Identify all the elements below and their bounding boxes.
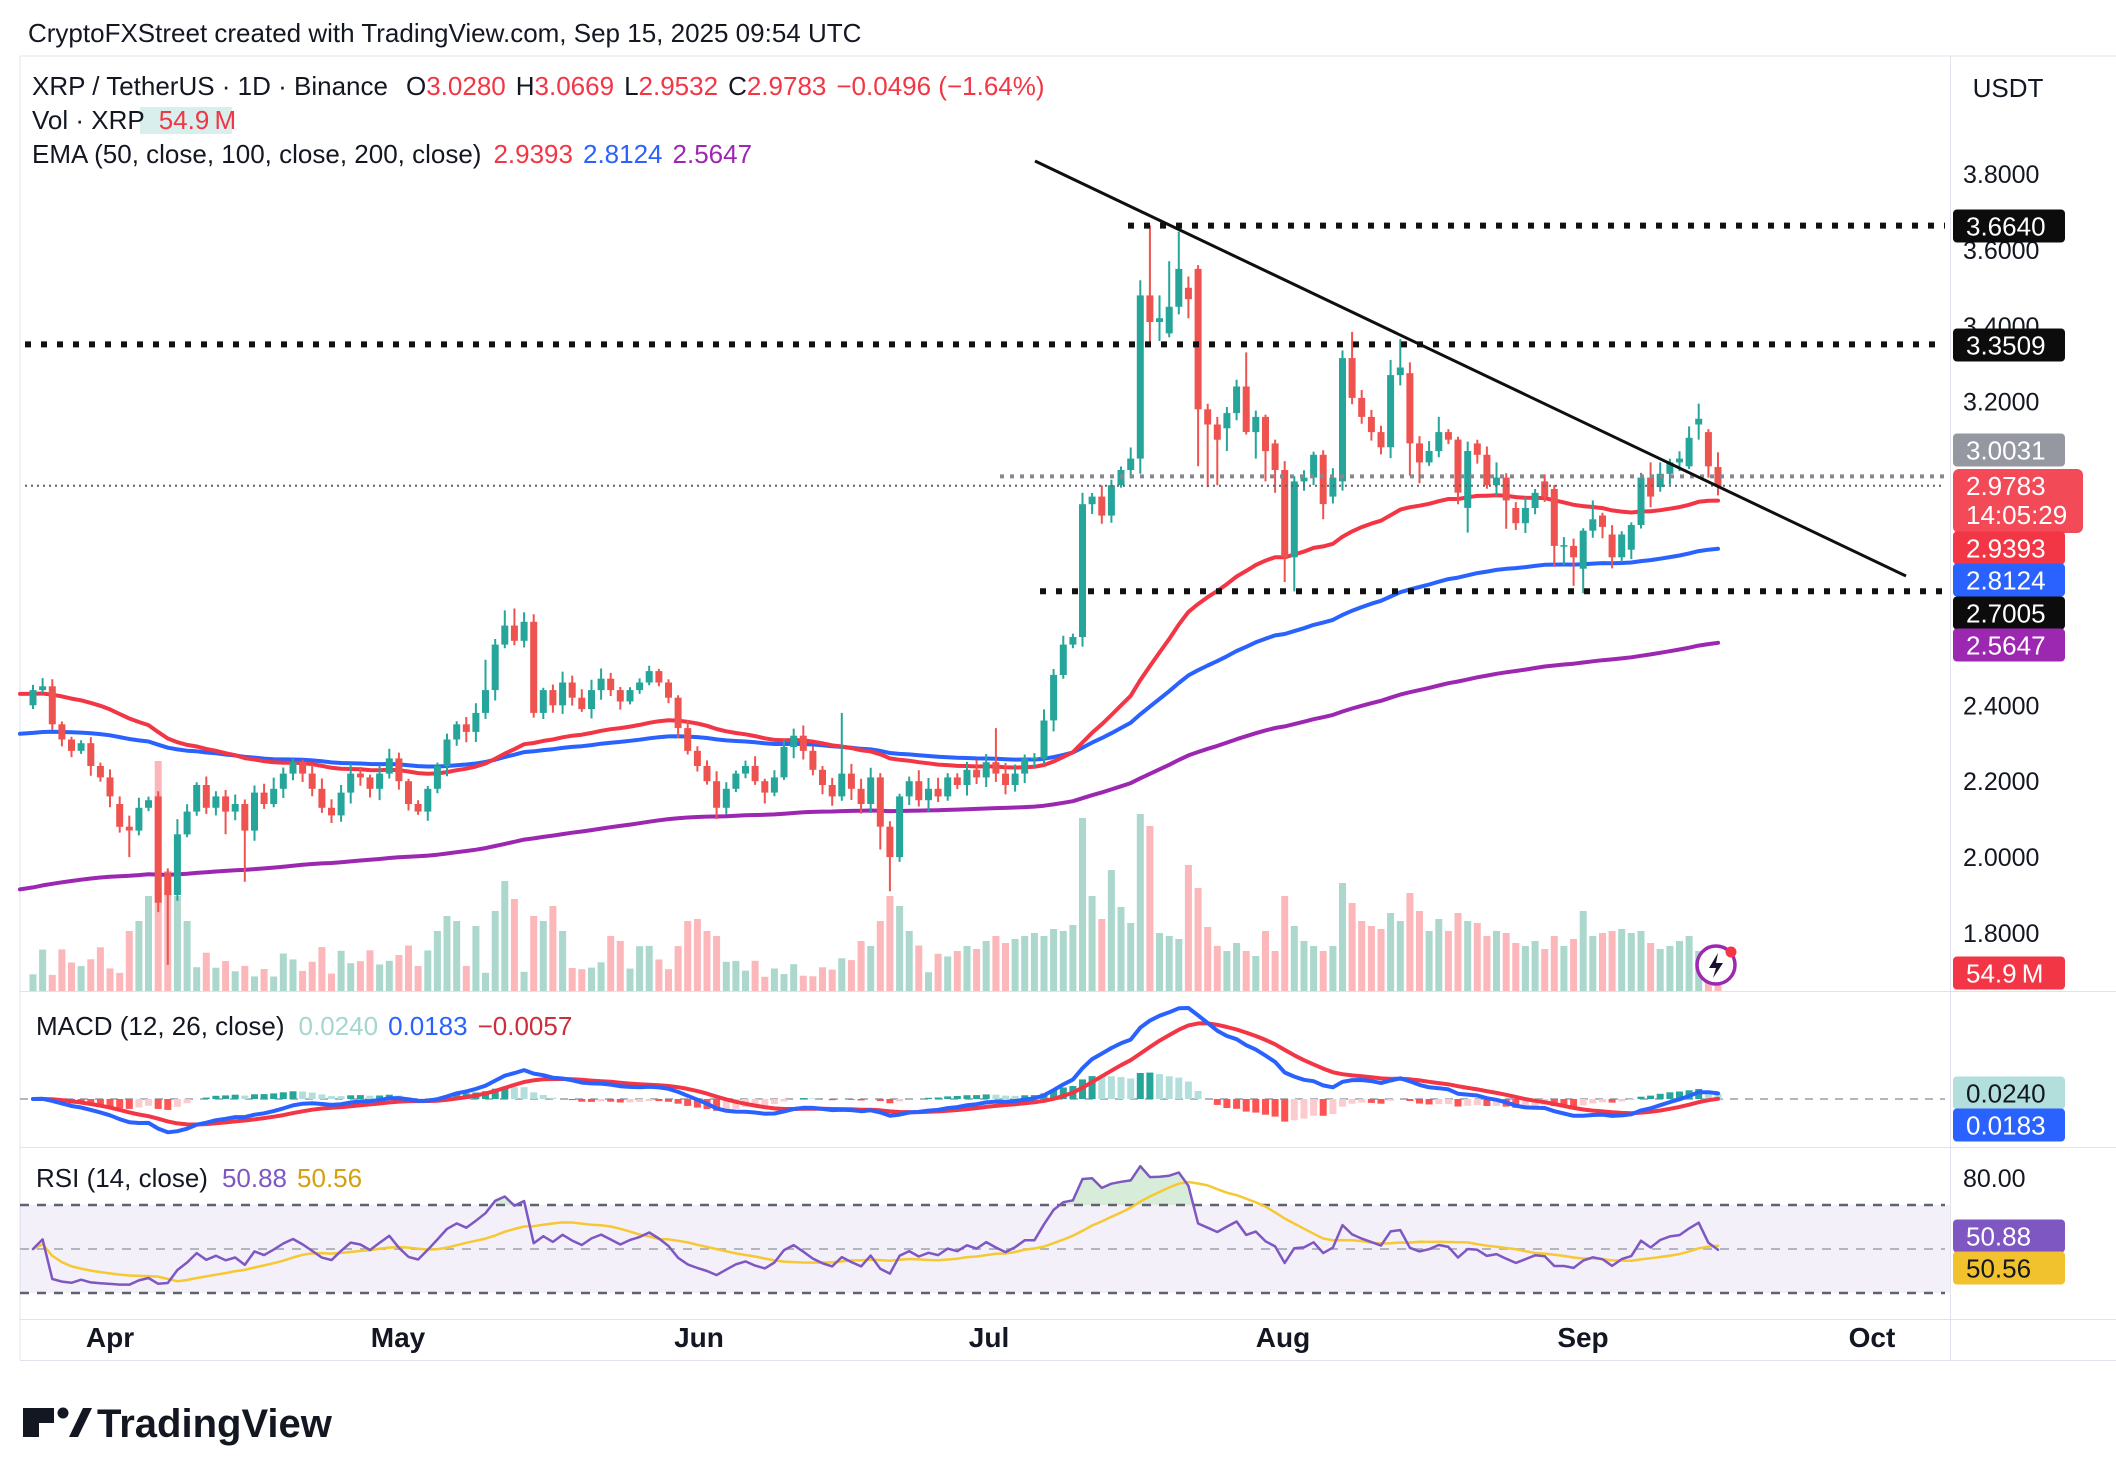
svg-text:3.2000: 3.2000 (1963, 389, 2039, 417)
svg-text:2.8124: 2.8124 (1966, 565, 2046, 595)
svg-text:0.0240: 0.0240 (1966, 1078, 2046, 1108)
svg-text:80.00: 80.00 (1963, 1165, 2026, 1193)
svg-text:0.0183: 0.0183 (1966, 1110, 2046, 1140)
svg-text:2.9393: 2.9393 (1966, 533, 2046, 563)
svg-text:3.6640: 3.6640 (1966, 211, 2046, 241)
svg-text:Jun: Jun (674, 1322, 724, 1353)
svg-text:Aug: Aug (1256, 1322, 1310, 1353)
svg-text:50.56: 50.56 (1966, 1253, 2031, 1283)
svg-text:50.88: 50.88 (1966, 1221, 2031, 1251)
svg-text:2.5647: 2.5647 (1966, 630, 2046, 660)
svg-text:3.0031: 3.0031 (1966, 435, 2046, 465)
svg-text:3.8000: 3.8000 (1963, 161, 2039, 189)
svg-text:Oct: Oct (1849, 1322, 1896, 1353)
svg-text:CryptoFXStreet created with Tr: CryptoFXStreet created with TradingView.… (28, 18, 861, 48)
svg-text:Apr: Apr (86, 1322, 134, 1353)
svg-text:2.0000: 2.0000 (1963, 844, 2039, 872)
svg-text:2.2000: 2.2000 (1963, 768, 2039, 796)
svg-text:2.4000: 2.4000 (1963, 692, 2039, 720)
svg-text:54.9 M: 54.9 M (1966, 958, 2043, 988)
svg-text:1.8000: 1.8000 (1963, 920, 2039, 948)
svg-text:TradingView: TradingView (97, 1402, 333, 1446)
svg-text:EMA (50, close, 100, close, 20: EMA (50, close, 100, close, 200, close) 2… (32, 139, 752, 169)
svg-text:2.7005: 2.7005 (1966, 598, 2046, 628)
svg-text:May: May (371, 1322, 426, 1353)
svg-text:3.3509: 3.3509 (1966, 330, 2046, 360)
svg-text:Sep: Sep (1557, 1322, 1608, 1353)
svg-text:Jul: Jul (969, 1322, 1009, 1353)
svg-text:2.9783: 2.9783 (1966, 471, 2046, 501)
svg-text:14:05:29: 14:05:29 (1966, 500, 2067, 530)
svg-text:USDT: USDT (1973, 73, 2044, 103)
